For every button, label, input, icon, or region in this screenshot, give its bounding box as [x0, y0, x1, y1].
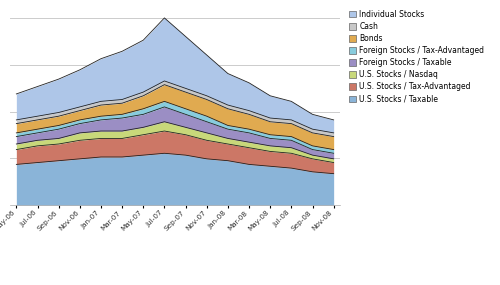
Legend: Individual Stocks, Cash, Bonds, Foreign Stocks / Tax-Advantaged, Foreign Stocks : Individual Stocks, Cash, Bonds, Foreign … [347, 9, 486, 105]
